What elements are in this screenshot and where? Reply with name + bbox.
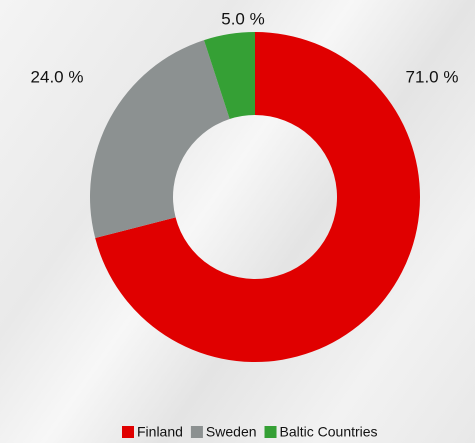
- data-label: 24.0 %: [31, 67, 84, 86]
- legend-swatch: [264, 426, 277, 438]
- legend-label: Sweden: [206, 424, 257, 440]
- legend-swatch: [190, 426, 203, 438]
- legend-label: Finland: [137, 424, 183, 440]
- donut-slice: [95, 32, 420, 363]
- data-label: 5.0 %: [221, 9, 264, 28]
- data-label: 71.0 %: [406, 67, 459, 86]
- donut-slice: [204, 32, 255, 120]
- donut-slice: [89, 40, 230, 239]
- legend-label: Baltic Countries: [280, 424, 378, 440]
- legend-swatch: [122, 426, 134, 438]
